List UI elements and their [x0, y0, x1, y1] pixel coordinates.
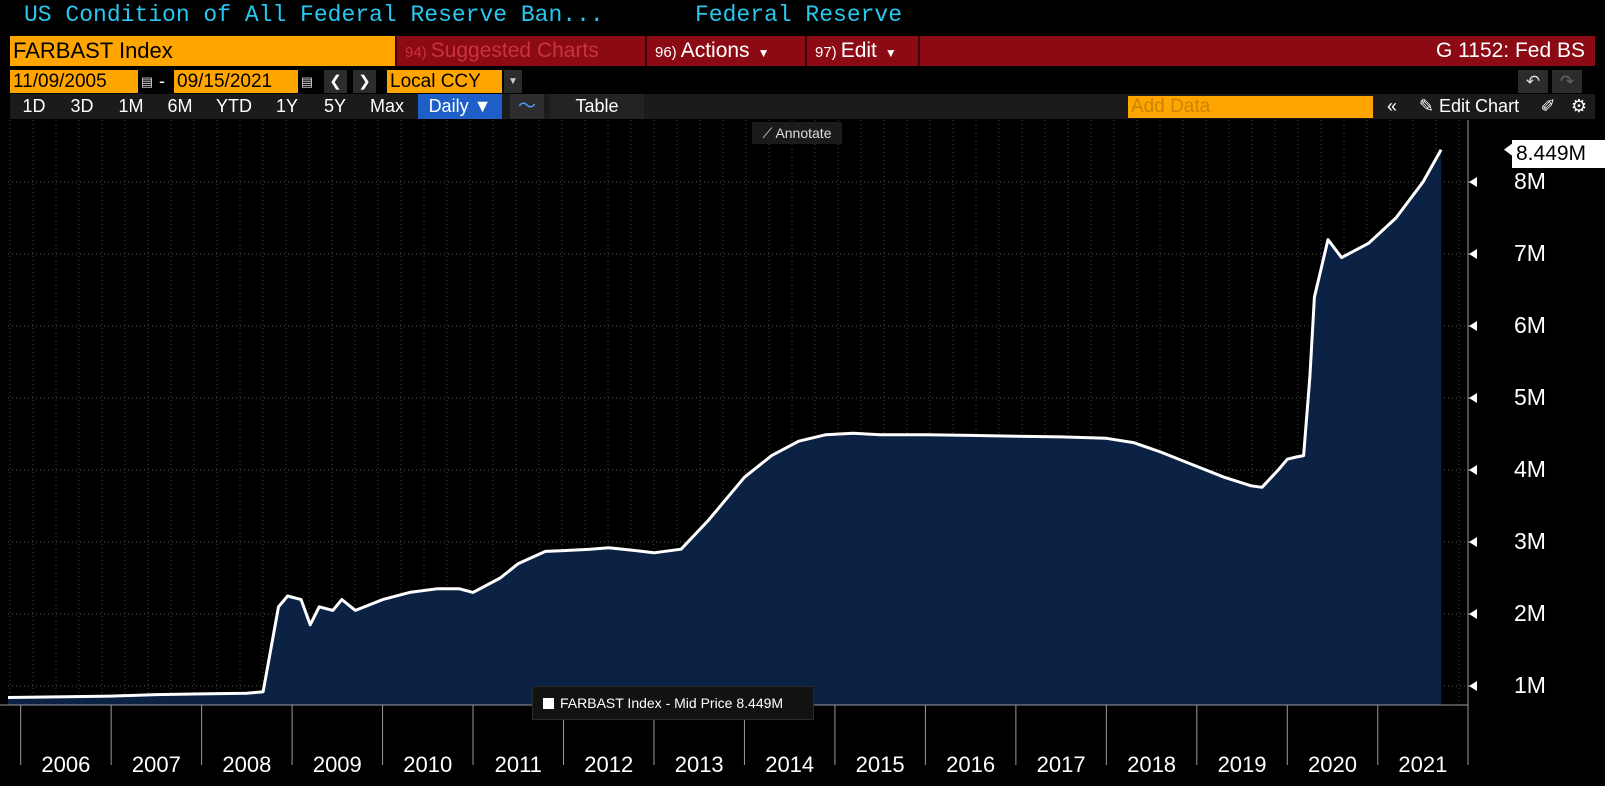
actions-menu-button[interactable]: 96) Actions ▼: [645, 36, 805, 66]
edit-chart-label: Edit Chart: [1439, 96, 1520, 116]
x-tick-label: 2009: [312, 752, 362, 777]
period-button-6m[interactable]: 6M: [167, 96, 193, 116]
calendar-icon[interactable]: ▤: [140, 74, 154, 89]
x-tick-label: 2012: [584, 752, 634, 777]
annotate-label: Annotate: [775, 125, 832, 141]
y-tick-marker: [1469, 537, 1477, 547]
frequency-label: Daily: [428, 96, 469, 116]
table-view-button[interactable]: Table: [550, 94, 644, 119]
y-tick-label: 8M: [1514, 168, 1546, 194]
y-tick-label: 4M: [1514, 456, 1546, 482]
gear-icon[interactable]: ⚙: [1570, 96, 1588, 116]
y-tick-marker: [1469, 465, 1477, 475]
frequency-dropdown[interactable]: Daily ▼: [418, 94, 502, 119]
chart-plot[interactable]: [0, 120, 1605, 786]
x-tick-label: 2008: [222, 752, 272, 777]
edit-dropdown-icon: ▼: [884, 46, 897, 60]
add-data-input[interactable]: Add Data: [1128, 96, 1373, 118]
chart-sheet-label: G 1152: Fed BS: [1435, 39, 1585, 62]
chevron-down-icon[interactable]: ▼: [504, 70, 522, 93]
x-tick-label: 2014: [765, 752, 815, 777]
x-tick-label: 2015: [855, 752, 905, 777]
undo-icon[interactable]: ↶: [1518, 70, 1548, 93]
y-tick-label: 7M: [1514, 240, 1546, 266]
period-button-1m[interactable]: 1M: [118, 96, 144, 116]
y-tick-label: 3M: [1514, 528, 1546, 554]
edit-chart-button[interactable]: ✎ Edit Chart: [1408, 94, 1530, 119]
actions-label: Actions: [680, 39, 750, 62]
y-tick-marker: [1469, 609, 1477, 619]
source-label: Federal Reserve: [695, 2, 903, 28]
x-tick-label: 2019: [1217, 752, 1267, 777]
line-chart-icon[interactable]: 〜: [510, 94, 544, 119]
x-tick-label: 2017: [1036, 752, 1086, 777]
y-tick-label: 5M: [1514, 384, 1546, 410]
ticker-field[interactable]: FARBAST Index: [10, 36, 395, 66]
previous-period-button[interactable]: ❮: [324, 70, 347, 93]
currency-selector[interactable]: Local CCY: [387, 70, 502, 93]
legend-swatch-icon: [543, 698, 554, 709]
title-row: [0, 0, 1605, 34]
end-date-field[interactable]: 09/15/2021: [174, 70, 298, 93]
pencil-icon: ✎: [1418, 96, 1435, 116]
legend-text: FARBAST Index - Mid Price 8.449M: [560, 695, 784, 711]
period-button-ytd[interactable]: YTD: [216, 96, 252, 116]
collapse-icon[interactable]: «: [1386, 96, 1397, 116]
y-tick-marker: [1469, 681, 1477, 691]
next-period-button[interactable]: ❯: [353, 70, 376, 93]
suggested-charts-label: Suggested Charts: [430, 39, 599, 62]
x-tick-label: 2010: [403, 752, 453, 777]
y-tick-label: 6M: [1514, 312, 1546, 338]
last-value-pointer: [1504, 143, 1512, 156]
y-tick-label: 1M: [1514, 672, 1546, 698]
period-button-3d[interactable]: 3D: [70, 96, 94, 116]
edit-number: 97): [815, 44, 837, 61]
period-button-5y[interactable]: 5Y: [323, 96, 347, 116]
last-value-label: 8.449M: [1512, 140, 1605, 168]
annotate-button[interactable]: ⟋ Annotate: [752, 122, 842, 144]
calendar-icon[interactable]: ▤: [300, 74, 314, 89]
series-line: [7, 148, 1443, 699]
security-description: US Condition of All Federal Reserve Ban.…: [24, 2, 604, 28]
period-button-1y[interactable]: 1Y: [275, 96, 299, 116]
y-tick-marker: [1469, 177, 1477, 187]
edit-layout-icon[interactable]: ✐: [1540, 96, 1556, 116]
date-separator: -: [159, 71, 165, 91]
start-date-field[interactable]: 11/09/2005: [10, 70, 138, 93]
edit-menu-button[interactable]: 97) Edit ▼: [805, 36, 920, 66]
y-tick-label: 2M: [1514, 600, 1546, 626]
chart-legend[interactable]: FARBAST Index - Mid Price 8.449M: [532, 686, 814, 720]
x-tick-label: 2011: [494, 752, 542, 777]
period-button-1d[interactable]: 1D: [22, 96, 46, 116]
caret-down-icon: ▼: [473, 96, 492, 116]
y-tick-marker: [1469, 321, 1477, 331]
x-tick-label: 2007: [131, 752, 181, 777]
x-tick-label: 2016: [946, 752, 996, 777]
x-tick-label: 2018: [1127, 752, 1177, 777]
actions-dropdown-icon: ▼: [757, 46, 770, 60]
series-area-fill: [8, 149, 1442, 705]
y-tick-marker: [1469, 393, 1477, 403]
chart-grid: [8, 120, 1468, 705]
annotate-pencil-icon: ⟋: [762, 125, 773, 141]
edit-label: Edit: [840, 39, 877, 62]
x-tick-label: 2013: [674, 752, 724, 777]
y-tick-marker: [1469, 249, 1477, 259]
suggested-charts-button[interactable]: 94) Suggested Charts: [395, 36, 645, 66]
redo-icon[interactable]: ↷: [1552, 70, 1582, 93]
suggested-charts-number: 94): [405, 44, 427, 61]
actions-number: 96): [655, 44, 677, 61]
x-tick-label: 2021: [1398, 752, 1448, 777]
x-tick-label: 2020: [1308, 752, 1357, 777]
x-tick-label: 2006: [41, 752, 91, 777]
period-button-max[interactable]: Max: [369, 96, 404, 116]
